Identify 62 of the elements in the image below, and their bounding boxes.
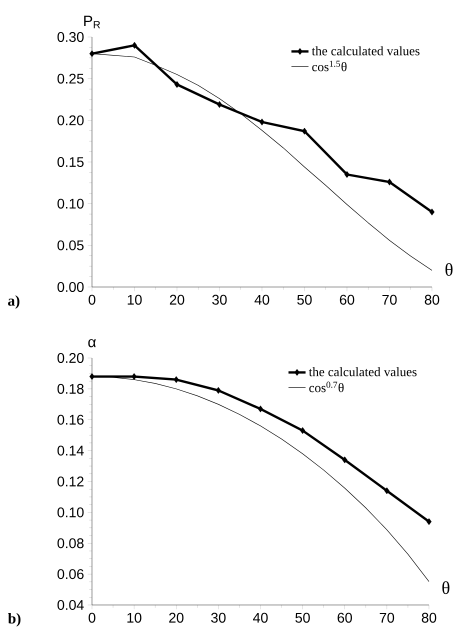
y-tick-label: 0.05 <box>58 240 84 250</box>
point <box>386 178 392 186</box>
point <box>300 427 306 434</box>
point <box>344 171 350 178</box>
x-tick-label: 20 <box>169 612 184 623</box>
x-tick-label: 10 <box>127 612 142 623</box>
point <box>89 50 95 58</box>
y-tick-label: 0.12 <box>58 476 84 486</box>
point <box>174 376 179 384</box>
y-tick-label: 0.25 <box>58 74 84 84</box>
y-tick-label: 0.04 <box>58 600 84 610</box>
x-tick-label: 40 <box>253 612 268 623</box>
x-axis-title: θ <box>446 263 453 276</box>
y-axis-title: α <box>88 339 96 348</box>
x-tick-label: 70 <box>382 294 397 305</box>
y-tick-label: 0.06 <box>58 569 84 580</box>
legend-label: cos$^{0.7}$θ <box>309 382 344 392</box>
y-tick-label: 0.16 <box>58 414 84 425</box>
point <box>216 101 222 108</box>
legend-label: cos$^{1.5}$θ <box>312 60 347 72</box>
y-tick-label: 0.15 <box>58 157 84 167</box>
point <box>132 373 137 380</box>
point <box>259 118 265 126</box>
legend-label: the calculated values <box>312 46 420 56</box>
point <box>302 128 308 135</box>
x-tick-label: 80 <box>424 294 440 305</box>
point <box>89 373 95 380</box>
y-tick-label: 0.14 <box>58 446 84 456</box>
y-tick-label: 0.08 <box>58 538 84 548</box>
y-tick-label: 0.00 <box>58 282 84 292</box>
y-axis-title: P$_{R}$ <box>84 16 100 28</box>
x-tick-label: 20 <box>170 294 184 305</box>
x-tick-label: 10 <box>128 294 142 305</box>
text: a) <box>8 295 20 309</box>
x-tick-label: 50 <box>297 294 312 305</box>
x-tick-label: 30 <box>211 612 226 623</box>
point <box>429 208 435 216</box>
point <box>342 456 348 464</box>
x-tick-label: 50 <box>295 612 310 623</box>
point <box>174 81 180 88</box>
y-tick-label: 0.18 <box>58 384 84 394</box>
point <box>132 42 138 49</box>
point <box>216 387 221 394</box>
legend-label: the calculated values <box>308 367 417 376</box>
x-axis-title: θ <box>442 581 450 594</box>
x-tick-label: 60 <box>338 612 352 623</box>
y-tick-label: 0.20 <box>58 115 84 126</box>
y-tick-label: 0.20 <box>58 353 84 363</box>
x-tick-label: 70 <box>380 612 394 623</box>
y-tick-label: 0.10 <box>58 507 84 518</box>
point <box>258 406 264 412</box>
x-tick-label: 40 <box>254 294 270 305</box>
x-tick-label: 80 <box>422 612 436 623</box>
text: b) <box>8 613 20 627</box>
point <box>426 518 432 526</box>
y-tick-label: 0.30 <box>58 32 84 42</box>
x-tick-label: 0 <box>88 612 96 623</box>
y-tick-label: 0.10 <box>58 198 84 209</box>
x-tick-label: 0 <box>88 294 96 305</box>
x-tick-label: 60 <box>340 294 354 305</box>
point <box>384 487 390 494</box>
x-tick-label: 30 <box>212 294 227 305</box>
